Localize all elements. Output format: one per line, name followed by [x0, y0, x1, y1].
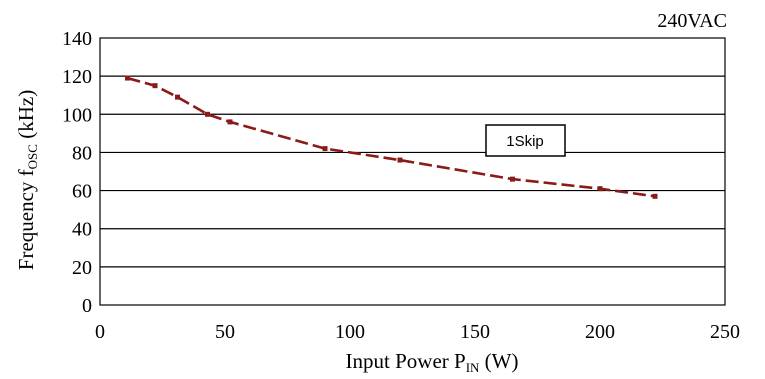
y-tick-label: 40 — [72, 219, 92, 241]
condition-label: 240VAC — [657, 10, 727, 32]
y-tick-label: 0 — [82, 295, 92, 317]
x-axis-title-sub: IN — [466, 360, 480, 375]
x-tick-label: 50 — [215, 321, 235, 343]
data-point — [597, 186, 603, 192]
x-tick-label: 200 — [585, 321, 615, 343]
annotation-label: 1Skip — [506, 133, 544, 150]
x-tick-label: 250 — [710, 321, 740, 343]
data-point — [397, 157, 403, 163]
y-tick-labels: 0 20 40 60 80 100 120 140 — [62, 28, 92, 317]
data-point — [152, 83, 158, 89]
x-tick-label: 0 — [95, 321, 105, 343]
x-axis-title-unit: (W) — [479, 349, 518, 373]
y-axis-title: Frequency fOSC (kHz) — [14, 90, 40, 270]
data-point — [227, 119, 233, 125]
y-tick-label: 80 — [72, 142, 92, 164]
grid-lines — [100, 75, 725, 268]
y-tick-label: 60 — [72, 181, 92, 203]
x-tick-label: 100 — [335, 321, 365, 343]
y-tick-label: 120 — [62, 66, 92, 88]
x-axis-title-main: Input Power P — [346, 349, 466, 373]
data-series — [125, 75, 658, 199]
y-axis-title-sub: OSC — [25, 144, 40, 169]
data-point — [205, 111, 210, 117]
data-point — [125, 75, 130, 81]
data-point — [322, 146, 328, 152]
data-point — [652, 193, 658, 199]
data-point — [175, 94, 180, 100]
y-axis-title-main: Frequency f — [14, 169, 38, 270]
y-tick-label: 100 — [62, 104, 92, 126]
annotation-box — [485, 124, 566, 157]
x-axis-title: Input Power PIN (W) — [346, 349, 519, 375]
data-point — [510, 176, 515, 182]
plot-area — [99, 37, 726, 306]
y-axis-title-unit: (kHz) — [14, 90, 38, 144]
y-tick-label: 20 — [72, 257, 92, 279]
y-tick-label: 140 — [62, 28, 92, 50]
x-tick-label: 150 — [460, 321, 490, 343]
series-line — [127, 76, 656, 198]
x-tick-labels: 0 50 100 150 200 250 — [95, 321, 740, 343]
